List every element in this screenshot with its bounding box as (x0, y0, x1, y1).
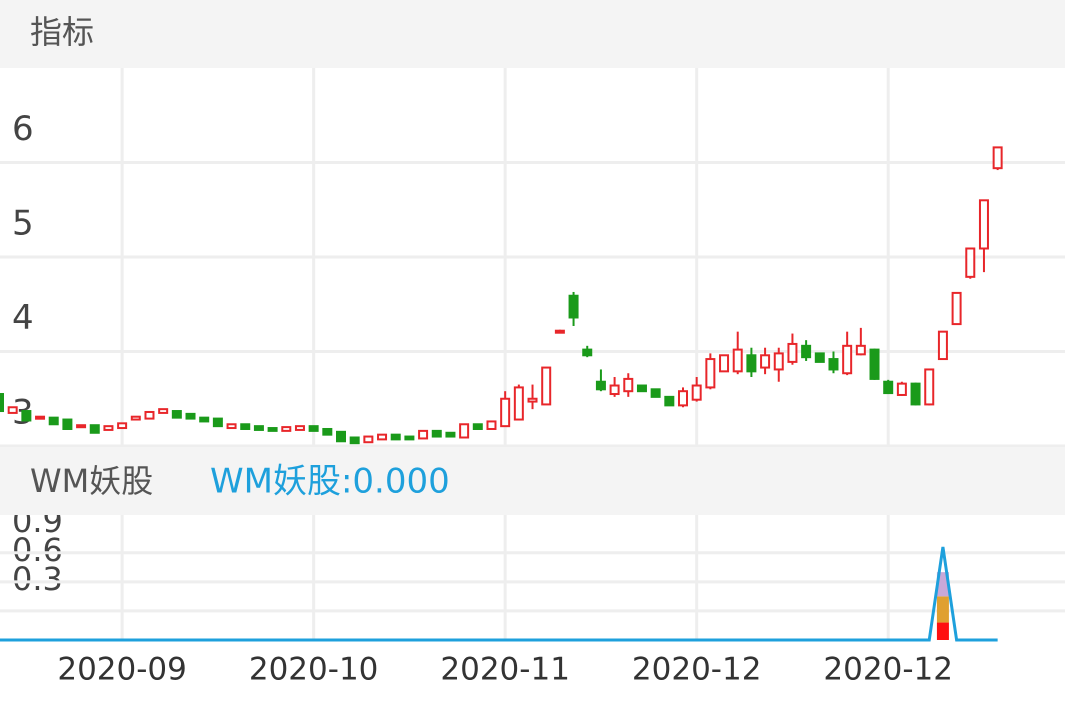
candle-body (130, 415, 141, 421)
candle-body (390, 433, 401, 441)
candle-body (62, 418, 73, 430)
candle-body (869, 348, 880, 380)
candle-body (48, 416, 59, 426)
candle-body (226, 423, 237, 430)
candle-body (21, 410, 32, 422)
candle-body (951, 291, 962, 326)
candle-body (773, 352, 784, 371)
candle-body (691, 384, 702, 401)
candle-body (35, 415, 46, 420)
bar-segment (936, 572, 949, 597)
x-tick-label: 2020-12 (823, 652, 953, 688)
indicator-name: WM妖股 (30, 462, 153, 500)
plots: 2020-092020-102020-112020-122020-1234560… (0, 68, 1065, 688)
header-bar (0, 0, 1065, 68)
candle-body (199, 416, 210, 423)
candle-body (308, 425, 319, 432)
candle-body (404, 435, 415, 441)
candle-body (363, 435, 374, 444)
candle-body (336, 430, 346, 443)
candle-body (144, 410, 155, 420)
candle-body (322, 427, 333, 436)
candle-body (636, 384, 647, 393)
candle-body (992, 146, 1003, 170)
candle-body (212, 417, 223, 428)
candle-body (910, 382, 921, 406)
candle-body (568, 294, 579, 319)
x-tick-label: 2020-12 (632, 652, 762, 688)
candle-body (281, 426, 292, 432)
candle-body (732, 348, 743, 373)
candle-body (76, 424, 87, 429)
candle-body (760, 354, 771, 369)
header-title: 指标 (30, 13, 94, 51)
candle-body (0, 393, 4, 413)
x-tick-label: 2020-10 (249, 652, 379, 688)
indicator-bar (0, 447, 1065, 515)
candle-body (253, 425, 264, 431)
candle-body (527, 397, 538, 403)
indicator-value: WM妖股:0.000 (210, 462, 450, 502)
candle-body (787, 342, 798, 363)
candle-body (418, 429, 429, 440)
candle-body (349, 436, 360, 445)
candle-body (294, 425, 305, 431)
candle-body (459, 423, 470, 439)
candle-body (267, 427, 278, 432)
candle-body (595, 380, 606, 391)
candle-body (582, 348, 593, 357)
candle-body (719, 354, 730, 373)
candle-body (185, 412, 196, 420)
candle-body (746, 354, 757, 373)
candle-body (705, 358, 716, 389)
y-tick-label: 0.6 (12, 531, 63, 569)
candle-body (431, 429, 442, 438)
candle-body (486, 420, 497, 430)
candle-body (171, 410, 182, 419)
candle-body (678, 390, 688, 407)
candle-body (117, 422, 128, 430)
candle-body (978, 199, 989, 250)
candle-body (445, 431, 456, 438)
candle-body (472, 423, 483, 430)
candle-body (801, 344, 812, 359)
candle-body (554, 329, 565, 334)
candle-body (513, 386, 524, 421)
candle-body (541, 366, 552, 406)
y-tick-label: 6 (12, 109, 34, 149)
candle-body (937, 330, 948, 361)
y-tick-label: 0.3 (12, 560, 63, 598)
candle-body (883, 380, 894, 395)
x-tick-label: 2020-11 (440, 652, 570, 688)
indicator-line (0, 546, 998, 642)
candle-body (377, 433, 388, 441)
y-tick-label: 4 (12, 298, 34, 338)
candle-body (609, 384, 620, 396)
candle-body (158, 408, 169, 414)
bar-segment (936, 596, 949, 623)
y-tick-label: 5 (12, 204, 34, 244)
x-tick-label: 2020-09 (57, 652, 187, 688)
candle-body (828, 358, 839, 371)
candle-body (814, 352, 825, 363)
candle-body (500, 397, 511, 428)
candle-body (896, 382, 907, 396)
candle-body (855, 344, 866, 356)
bar-segment (936, 622, 949, 640)
candle-body (924, 368, 935, 406)
candle-body (650, 388, 661, 398)
candle-body (623, 377, 634, 393)
candle-body (7, 406, 18, 414)
candle-body (103, 425, 114, 431)
candle-body (89, 424, 100, 434)
candle-body (240, 423, 251, 430)
candle-body (842, 344, 853, 375)
candle-body (664, 395, 675, 407)
candle-body (965, 247, 976, 278)
